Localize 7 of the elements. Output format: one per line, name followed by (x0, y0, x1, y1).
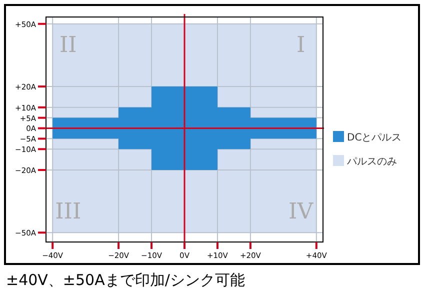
annotation: I (296, 32, 306, 58)
text: ±40V、±50Aまで印加/シンク可能 (6, 271, 245, 289)
annotation: IV (288, 199, 314, 224)
annotation: II (59, 32, 77, 58)
legend-label: DCとパルス (347, 132, 402, 144)
annotation: III (55, 199, 82, 224)
legend-label: パルスのみ (346, 156, 397, 168)
